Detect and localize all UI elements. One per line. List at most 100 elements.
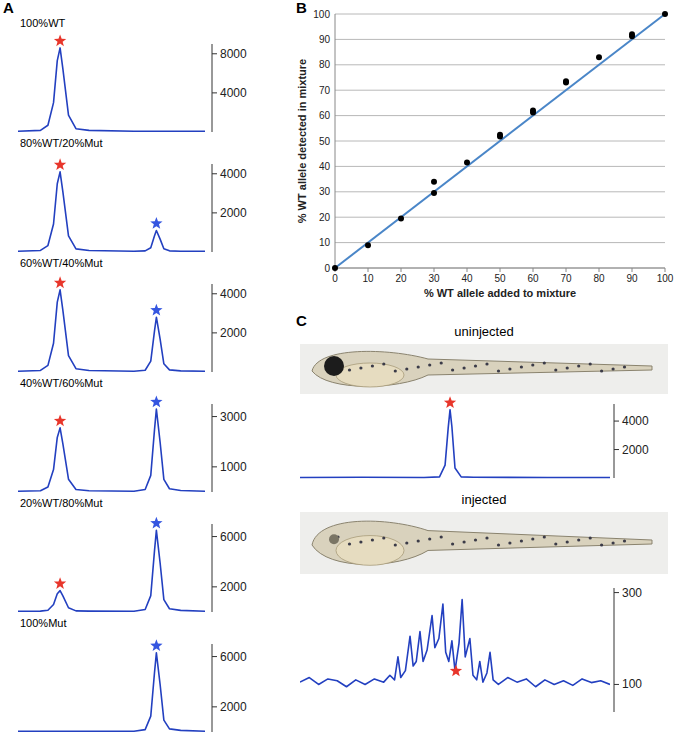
peak-star bbox=[54, 414, 66, 426]
y-tick bbox=[212, 586, 217, 587]
trace-title: 20%WT/80%Mut bbox=[20, 497, 103, 509]
plot-area bbox=[18, 172, 205, 251]
embryo-body bbox=[312, 351, 652, 386]
data-point bbox=[365, 242, 371, 248]
peak-star bbox=[150, 639, 162, 651]
plot-area bbox=[18, 48, 205, 131]
trace-title: 100%WT bbox=[20, 17, 66, 29]
embryo-pigment bbox=[612, 367, 615, 370]
grid-line bbox=[335, 115, 665, 116]
embryo-pigment bbox=[417, 539, 420, 542]
data-point bbox=[596, 54, 602, 60]
image-ground bbox=[300, 344, 668, 394]
peak-star bbox=[150, 304, 162, 316]
embryo-pigment bbox=[348, 542, 351, 545]
peak-star bbox=[54, 577, 66, 589]
embryo-pigment bbox=[394, 543, 397, 546]
panel-label: C bbox=[296, 312, 307, 329]
panel-label: A bbox=[3, 0, 14, 16]
embryo-pigment bbox=[382, 536, 385, 539]
plot-area bbox=[18, 530, 205, 611]
peak-star bbox=[450, 665, 462, 677]
embryo-pigment bbox=[508, 367, 511, 370]
peak-star bbox=[54, 276, 66, 288]
embryo-pigment bbox=[497, 543, 500, 546]
y-axis bbox=[614, 588, 615, 712]
x-tick bbox=[533, 268, 534, 272]
y-tick-label: 100 bbox=[622, 677, 642, 691]
y-tick-label: 90 bbox=[319, 34, 331, 45]
y-tick bbox=[212, 536, 217, 537]
embryo-pigment bbox=[497, 369, 500, 372]
peak-star bbox=[150, 217, 162, 229]
trace-title: uninjected bbox=[454, 324, 513, 339]
trace-title: 80%WT/20%Mut bbox=[20, 137, 103, 149]
x-tick bbox=[665, 268, 666, 272]
data-point bbox=[464, 160, 470, 166]
y-tick bbox=[212, 293, 217, 294]
embryo-pigment bbox=[520, 365, 523, 368]
y-tick-label: 3000 bbox=[220, 410, 247, 424]
trace-line bbox=[18, 530, 205, 611]
embryo-pigment bbox=[440, 535, 443, 538]
peak-star bbox=[54, 34, 66, 46]
y-axis bbox=[335, 14, 336, 268]
data-point bbox=[629, 33, 635, 39]
x-tick bbox=[566, 268, 567, 272]
embryo-pigment bbox=[463, 366, 466, 369]
x-tick bbox=[599, 268, 600, 272]
embryo-pigment bbox=[394, 369, 397, 372]
data-point bbox=[431, 190, 437, 196]
x-tick-label: 10 bbox=[362, 273, 374, 284]
embryo-pigment bbox=[566, 366, 569, 369]
embryo-pigment bbox=[554, 368, 557, 371]
embryo-pigment bbox=[543, 361, 546, 364]
y-axis bbox=[212, 164, 213, 252]
trace-line bbox=[300, 410, 610, 478]
y-tick-label: 30 bbox=[319, 186, 331, 197]
x-tick-label: 20 bbox=[395, 273, 407, 284]
trace-line bbox=[300, 599, 610, 686]
y-tick-label: 2000 bbox=[220, 206, 247, 220]
data-point bbox=[662, 11, 668, 17]
embryo-pigment bbox=[371, 538, 374, 541]
y-axis bbox=[212, 284, 213, 372]
embryo-pigment bbox=[451, 368, 454, 371]
x-tick bbox=[467, 268, 468, 272]
y-tick-label: 80 bbox=[319, 59, 331, 70]
embryo-pigment bbox=[485, 536, 488, 539]
embryo-pigment bbox=[474, 538, 477, 541]
x-tick bbox=[368, 268, 369, 272]
trace-title: injected bbox=[462, 492, 507, 507]
y-tick-label: 4000 bbox=[220, 86, 247, 100]
embryo-pigment bbox=[463, 540, 466, 543]
peak-star bbox=[54, 158, 66, 170]
embryo-pigment bbox=[566, 540, 569, 543]
embryo-pigment bbox=[589, 362, 592, 365]
data-point bbox=[530, 110, 536, 116]
grid-line bbox=[335, 14, 665, 15]
y-tick bbox=[212, 92, 217, 93]
trace-line bbox=[18, 290, 205, 371]
embryo-pigment bbox=[600, 543, 603, 546]
y-tick bbox=[212, 173, 217, 174]
x-tick-label: 70 bbox=[560, 273, 572, 284]
x-tick bbox=[500, 268, 501, 272]
y-tick-label: 8000 bbox=[220, 47, 247, 61]
embryo-pigment bbox=[623, 365, 626, 368]
embryo-yolk bbox=[336, 363, 404, 387]
y-tick-label: 300 bbox=[622, 586, 642, 600]
x-tick-label: 40 bbox=[461, 273, 473, 284]
data-point bbox=[431, 179, 437, 185]
x-tick bbox=[434, 268, 435, 272]
embryo-pigment bbox=[417, 365, 420, 368]
y-tick-label: 100 bbox=[313, 9, 330, 20]
data-point bbox=[563, 80, 569, 86]
embryo-pigment bbox=[474, 364, 477, 367]
plot-area bbox=[300, 410, 610, 478]
y-tick-label: 4000 bbox=[220, 287, 247, 301]
embryo-pigment bbox=[382, 362, 385, 365]
grid-line bbox=[335, 64, 665, 65]
plot-area bbox=[332, 11, 668, 271]
embryo-pigment bbox=[440, 361, 443, 364]
